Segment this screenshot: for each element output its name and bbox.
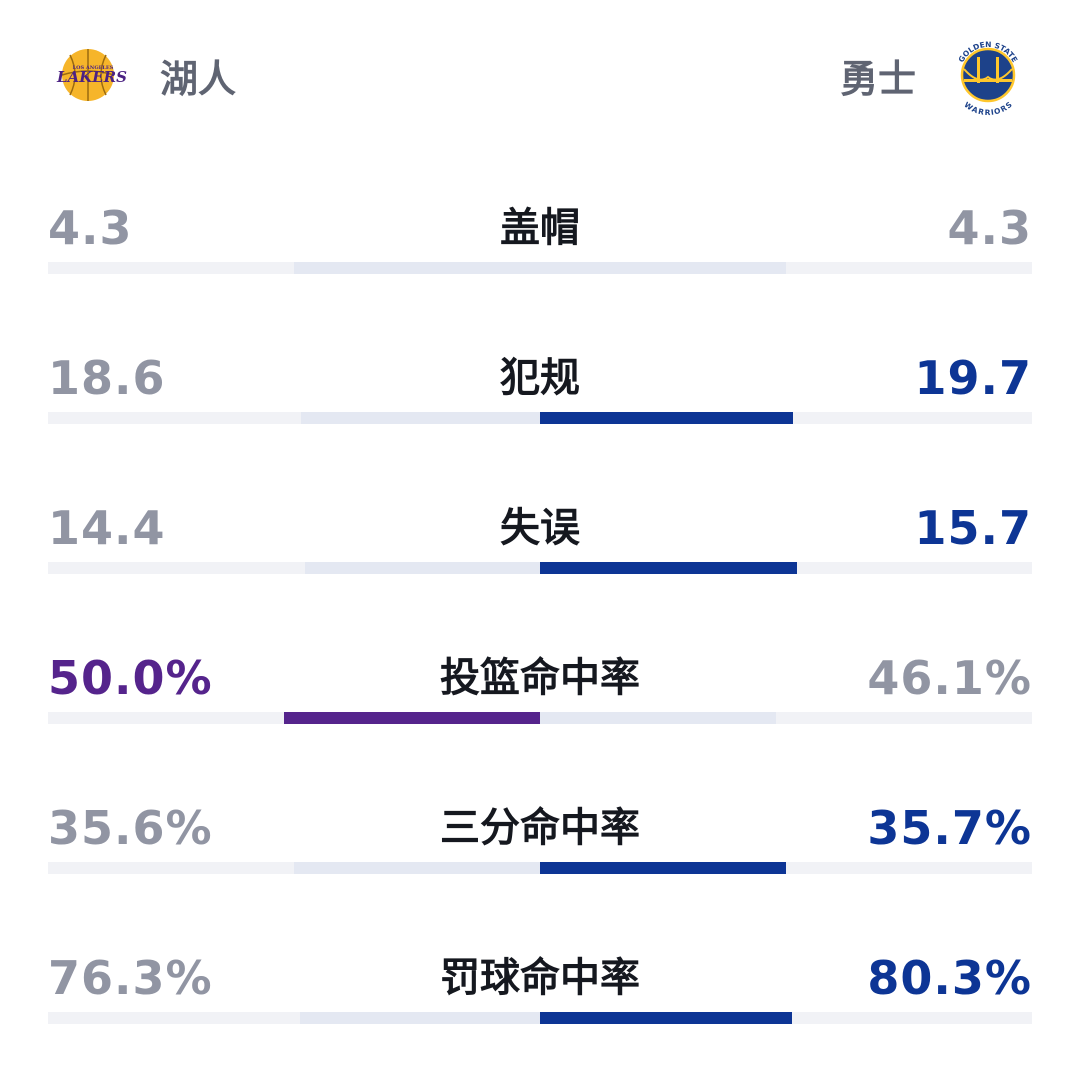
home-stat-value: 14.4 (48, 501, 166, 555)
away-stat-value: 35.7% (867, 801, 1032, 855)
bar-leader-fill (540, 862, 787, 874)
bar-range (294, 262, 786, 274)
comparison-bar (48, 412, 1032, 424)
stat-row-fg-pct: 50.0% 投篮命中率 46.1% (48, 650, 1032, 770)
bar-leader-fill (540, 1012, 793, 1024)
away-stat-value: 19.7 (914, 351, 1032, 405)
team-header: LOS ANGELES LAKERS 湖人 勇士 GOLDEN STATE (0, 0, 1080, 150)
stat-row-blocks: 4.3 盖帽 4.3 (48, 200, 1032, 320)
away-stat-value: 46.1% (867, 651, 1032, 705)
bar-leader-fill (540, 562, 797, 574)
home-stat-value: 4.3 (48, 201, 133, 255)
away-team-name: 勇士 (839, 56, 916, 101)
home-team[interactable]: LOS ANGELES LAKERS 湖人 (50, 40, 236, 110)
stat-row-turnovers: 14.4 失误 15.7 (48, 500, 1032, 620)
stat-label: 罚球命中率 (440, 955, 640, 1001)
home-stat-value: 18.6 (48, 351, 166, 405)
comparison-bar (48, 562, 1032, 574)
away-stat-value: 80.3% (867, 951, 1032, 1005)
stat-label: 盖帽 (500, 205, 580, 251)
bar-leader-fill (540, 412, 794, 424)
svg-text:LAKERS: LAKERS (56, 68, 127, 86)
stat-label: 投篮命中率 (440, 655, 640, 701)
lakers-logo-icon: LOS ANGELES LAKERS (50, 47, 132, 103)
stat-label: 三分命中率 (440, 805, 640, 851)
stat-row-fouls: 18.6 犯规 19.7 (48, 350, 1032, 470)
stat-label: 失误 (500, 505, 580, 551)
svg-text:WARRIORS: WARRIORS (962, 100, 1013, 117)
comparison-bar (48, 1012, 1032, 1024)
home-team-name: 湖人 (160, 56, 237, 101)
away-team[interactable]: 勇士 GOLDEN STATE WARRIORS (840, 30, 1030, 120)
home-stat-value: 76.3% (48, 951, 213, 1005)
comparison-bar (48, 262, 1032, 274)
away-stat-value: 15.7 (914, 501, 1032, 555)
stat-row-ft-pct: 76.3% 罚球命中率 80.3% (48, 950, 1032, 1070)
comparison-bar (48, 862, 1032, 874)
bar-leader-fill (284, 712, 540, 724)
away-stat-value: 4.3 (947, 201, 1032, 255)
svg-text:LOS ANGELES: LOS ANGELES (73, 65, 114, 71)
home-stat-value: 50.0% (48, 651, 213, 705)
comparison-bar (48, 712, 1032, 724)
stat-label: 犯规 (500, 355, 580, 401)
home-stat-value: 35.6% (48, 801, 213, 855)
warriors-logo-icon: GOLDEN STATE WARRIORS (946, 33, 1030, 117)
stat-row-3pt-pct: 35.6% 三分命中率 35.7% (48, 800, 1032, 920)
